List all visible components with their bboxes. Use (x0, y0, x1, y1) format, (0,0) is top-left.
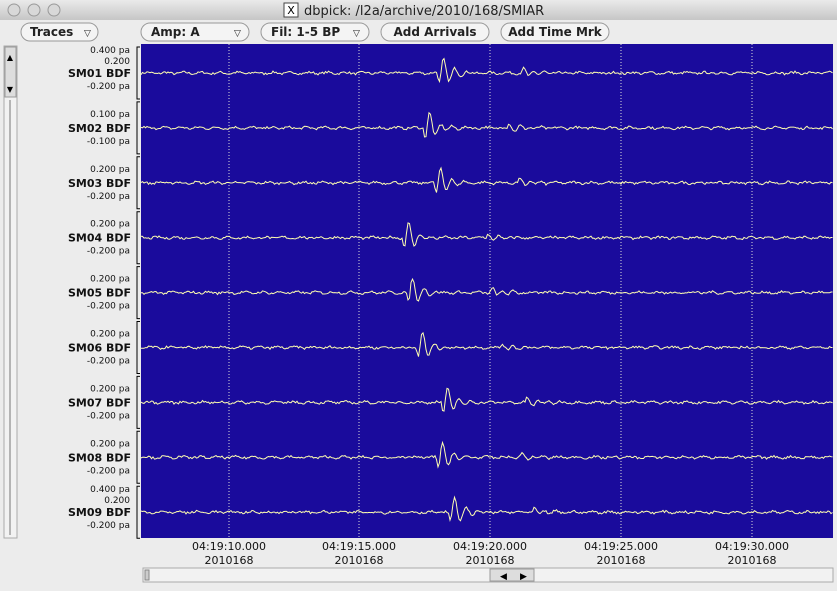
scale-label: 0.400 pa (90, 46, 130, 56)
waveform (141, 277, 833, 302)
scale-label: -0.200 pa (87, 82, 130, 92)
scale-label: -0.200 pa (87, 466, 130, 476)
station-label: SM07 BDF (68, 396, 131, 409)
trace-bracket (136, 211, 140, 265)
close-button[interactable] (7, 3, 21, 17)
add-time-mark-button[interactable] (500, 22, 610, 42)
waveform (140, 440, 833, 469)
scale-label: 0.200 pa (90, 275, 130, 285)
svg-text:◀: ◀ (500, 572, 507, 582)
vertical-scrollbar[interactable]: ▲ ▼ (3, 45, 18, 539)
add-time-mark-label: Add Time Mrk (508, 25, 603, 39)
amp-menu-label: Amp: A (151, 25, 200, 39)
station-label: SM09 BDF (68, 506, 131, 519)
station-label: SM01 BDF (68, 67, 131, 80)
scale-label: -0.200 pa (87, 521, 130, 531)
date-label: 2010168 (597, 554, 646, 567)
station-label: SM03 BDF (68, 177, 131, 190)
waveform (140, 111, 833, 138)
minimize-button[interactable] (27, 3, 41, 17)
traces (140, 44, 833, 538)
title-bar (0, 0, 837, 20)
waveform (140, 387, 833, 412)
add-arrivals-label: Add Arrivals (393, 25, 476, 39)
scale-label: 0.400 pa (90, 485, 130, 495)
time-label: 04:19:25.000 (584, 540, 658, 553)
trace-bracket (136, 46, 140, 100)
scale-label: 0.200 (104, 496, 130, 506)
trace-bracket (136, 375, 140, 429)
toolbar: Traces ▽ Amp: A ▽ Fil: 1-5 BP ▽ Add Arri… (20, 22, 610, 42)
time-label: 04:19:20.000 (453, 540, 527, 553)
waveform (140, 222, 833, 247)
time-label: 04:19:10.000 (192, 540, 266, 553)
station-label: SM08 BDF (68, 451, 131, 464)
zoom-button[interactable] (47, 3, 61, 17)
time-label: 04:19:15.000 (322, 540, 396, 553)
svg-text:▲: ▲ (7, 53, 14, 62)
amp-menu[interactable] (140, 22, 250, 42)
date-label: 2010168 (205, 554, 254, 567)
scale-label: 0.200 pa (90, 439, 130, 449)
waveform (140, 166, 833, 193)
scale-label: -0.200 pa (87, 247, 130, 257)
scale-label: -0.200 pa (87, 411, 130, 421)
horizontal-scrollbar[interactable]: ◀ ▶ (142, 567, 834, 583)
waveform (141, 331, 833, 357)
scale-label: 0.200 pa (90, 330, 130, 340)
x-icon-glyph: X (287, 4, 295, 17)
filter-menu[interactable] (260, 22, 370, 42)
station-label: SM02 BDF (68, 122, 131, 135)
station-label: SM04 BDF (68, 232, 131, 245)
scale-label: 0.200 pa (90, 165, 130, 175)
x-icon (283, 2, 299, 18)
menu-arrow: ▽ (234, 29, 241, 39)
trace-bracket (136, 266, 140, 320)
scale-label: 0.200 (104, 57, 130, 67)
trace-bracket (136, 321, 140, 374)
date-label: 2010168 (728, 554, 777, 567)
trace-bracket (136, 430, 140, 484)
traces-menu[interactable] (20, 22, 99, 42)
filter-menu-label: Fil: 1-5 BP (271, 25, 340, 39)
menu-arrow: ▽ (84, 29, 91, 39)
trace-bracket (136, 101, 140, 155)
scale-label: -0.200 pa (87, 357, 130, 367)
svg-text:▶: ▶ (520, 572, 527, 582)
scale-label: 0.100 pa (90, 110, 130, 120)
scale-label: 0.200 pa (90, 220, 130, 230)
trace-bracket (136, 485, 140, 539)
scale-label: -0.200 pa (87, 302, 130, 312)
traces-menu-label: Traces (30, 25, 73, 39)
station-label: SM06 BDF (68, 342, 131, 355)
trace-bracket (136, 156, 140, 210)
trace-panel (141, 44, 833, 538)
waveform (140, 495, 833, 523)
menu-arrow: ▽ (353, 29, 360, 39)
add-arrivals-button[interactable] (380, 22, 490, 42)
waveform (140, 57, 833, 84)
date-label: 2010168 (466, 554, 515, 567)
scale-label: -0.200 pa (87, 192, 130, 202)
window-title: dbpick: /l2a/archive/2010/168/SMIAR (304, 4, 544, 19)
time-label: 04:19:30.000 (715, 540, 789, 553)
svg-text:▼: ▼ (7, 85, 14, 94)
station-label: SM05 BDF (68, 287, 131, 300)
date-label: 2010168 (335, 554, 384, 567)
scale-label: -0.100 pa (87, 137, 130, 147)
scale-label: 0.200 pa (90, 384, 130, 394)
